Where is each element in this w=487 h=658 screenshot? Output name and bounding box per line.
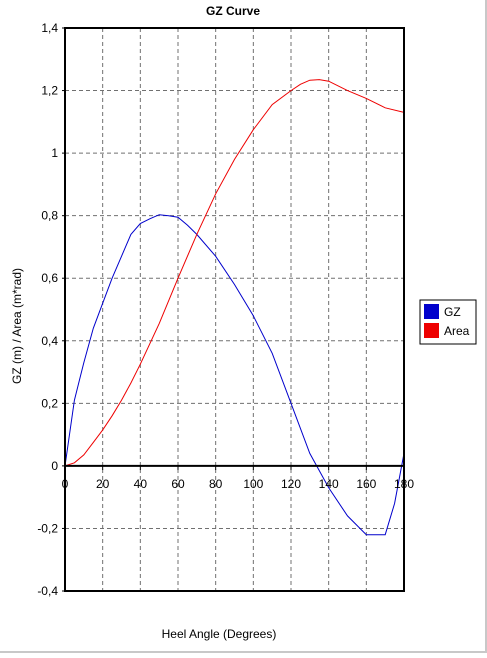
legend-label-gz: GZ — [444, 305, 461, 319]
y-tick-label: -0,2 — [37, 521, 58, 535]
x-tick-label: 40 — [134, 477, 148, 491]
y-tick-label: 0,4 — [41, 334, 58, 348]
x-tick-label: 180 — [394, 477, 414, 491]
plot-border — [64, 27, 405, 592]
x-tick-label: 20 — [96, 477, 110, 491]
y-axis-label: GZ (m) / Area (m*rad) — [10, 268, 24, 384]
plot-area — [65, 28, 404, 591]
y-tick-label: -0,4 — [37, 584, 58, 598]
legend-swatch-area — [424, 323, 439, 338]
y-tick-label: 0,2 — [41, 396, 58, 410]
x-tick-label: 60 — [171, 477, 185, 491]
y-tick-label: 1,4 — [41, 21, 58, 35]
y-tick-label: 0 — [51, 459, 58, 473]
x-tick-label: 120 — [281, 477, 301, 491]
x-tick-label: 0 — [62, 477, 69, 491]
y-tick-label: 1 — [51, 146, 58, 160]
x-tick-label: 100 — [243, 477, 263, 491]
y-tick-label: 0,6 — [41, 271, 58, 285]
x-tick-label: 80 — [209, 477, 223, 491]
series-line-gz — [64, 214, 405, 536]
legend-swatch-gz — [424, 304, 439, 319]
chart-title: GZ Curve — [206, 4, 260, 18]
legend: GZ Area — [419, 299, 477, 345]
y-tick-label: 0,8 — [41, 209, 58, 223]
x-tick-label: 140 — [319, 477, 339, 491]
series-line-area — [64, 79, 405, 467]
x-tick-label: 160 — [356, 477, 376, 491]
y-tick-label: 1,2 — [41, 84, 58, 98]
window-frame-right — [485, 0, 487, 653]
x-axis-label: Heel Angle (Degrees) — [162, 627, 277, 641]
legend-label-area: Area — [444, 324, 470, 338]
window-frame-bottom — [0, 651, 487, 653]
